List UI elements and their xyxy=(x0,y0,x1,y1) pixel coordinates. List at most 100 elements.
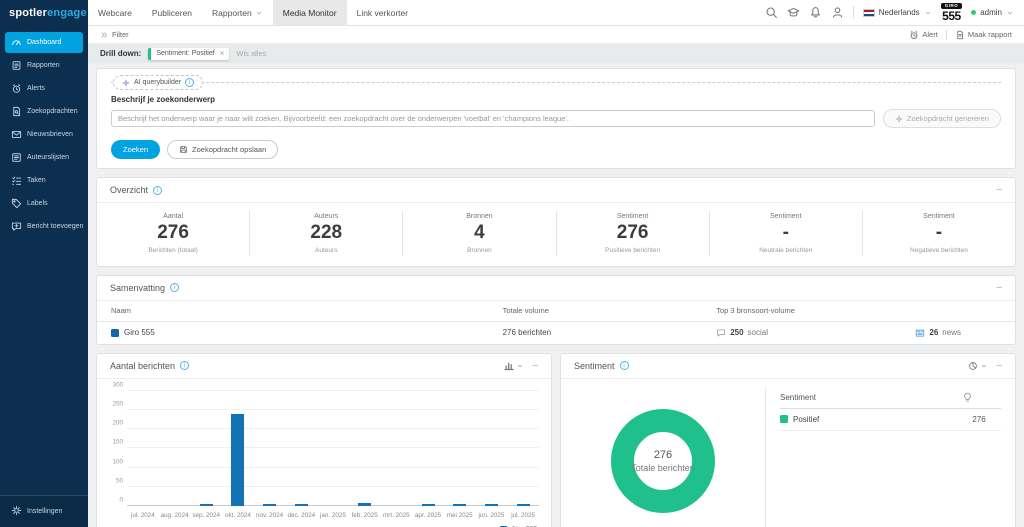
msg-plus-icon xyxy=(11,221,22,232)
bar-jun-2025[interactable] xyxy=(484,503,498,506)
nav-item-webcare[interactable]: Webcare xyxy=(88,0,142,25)
bar-chart: 0 50 100 150 200 250 300 jul. 2024 aug. 2024 sep… xyxy=(105,381,541,527)
ai-querybuilder-toggle[interactable]: AI querybuilder i xyxy=(113,75,204,90)
info-icon[interactable]: i xyxy=(619,361,629,371)
sidebar-item-taken[interactable]: Taken xyxy=(5,170,83,191)
sidebar-item-label: Rapporten xyxy=(27,62,60,69)
search-topic-input[interactable] xyxy=(111,110,875,127)
generate-query-button[interactable]: Zoekopdracht genereren xyxy=(882,109,1001,128)
nav-item-rapporten[interactable]: Rapporten xyxy=(202,0,273,25)
sentiment-body: 276 Totale berichten Sentiment Positief 2… xyxy=(561,379,1015,527)
bar-slot xyxy=(127,391,159,506)
legend-swatch xyxy=(499,525,507,527)
stat-positieve-berichten: Sentiment 276 Positieve berichten xyxy=(557,211,710,256)
filter-actions: Alert Maak rapport xyxy=(909,29,1012,40)
overview-header: Overzicht i – xyxy=(97,178,1015,203)
info-icon[interactable]: i xyxy=(180,361,190,371)
nav-item-media-monitor[interactable]: Media Monitor xyxy=(272,0,347,25)
sidebar-item-dashboard[interactable]: Dashboard xyxy=(5,32,83,53)
sidebar-item-auteurslijsten[interactable]: Auteurslijsten xyxy=(5,147,83,168)
bar-dec-2024[interactable] xyxy=(294,503,308,506)
bar-sep-2024[interactable] xyxy=(199,503,213,506)
tag-color-bar xyxy=(148,47,152,60)
remove-tag-icon[interactable]: × xyxy=(219,49,225,58)
giro-bottom-text: 555 xyxy=(942,9,961,24)
sidebar-item-labels[interactable]: Labels xyxy=(5,193,83,214)
bar-slot xyxy=(222,391,254,506)
row-volume: 276 berichten xyxy=(502,328,552,338)
user-menu[interactable]: admin xyxy=(971,8,1014,17)
clear-all-button[interactable]: Wis alles xyxy=(236,49,267,58)
report-icon xyxy=(11,60,22,71)
alert-button[interactable]: Alert xyxy=(909,30,938,40)
bar-slot xyxy=(190,391,222,506)
save-query-button[interactable]: Zoekopdracht opslaan xyxy=(167,140,279,159)
tasks-icon xyxy=(11,175,22,186)
bar-apr-2025[interactable] xyxy=(421,503,435,506)
gridline: 300 xyxy=(112,381,539,391)
bar-okt-2024[interactable] xyxy=(231,413,245,506)
row-sources: 250 social 26 news xyxy=(716,328,1001,338)
nav-item-publiceren[interactable]: Publiceren xyxy=(142,0,202,25)
collapse-button[interactable]: – xyxy=(996,281,1002,293)
nav-item-link-verkorter[interactable]: Link verkorter xyxy=(347,0,419,25)
bulb-icon[interactable] xyxy=(962,392,973,403)
y-axis-tick: 0 xyxy=(119,496,123,504)
sidebar-item-instellingen[interactable]: Instellingen xyxy=(5,500,83,523)
sidebar-item-zoekopdrachten[interactable]: Zoekopdrachten xyxy=(5,101,83,122)
top-navigation: Webcare Publiceren Rapporten Media Monitor L… xyxy=(88,0,1024,26)
stat-value: - xyxy=(935,222,943,243)
search-button[interactable]: Zoeken xyxy=(111,140,161,159)
info-icon[interactable]: i xyxy=(170,283,180,293)
collapse-button[interactable]: – xyxy=(996,184,1002,195)
summary-table-row[interactable]: Giro 555 276 berichten 250 social 26 news xyxy=(97,322,1015,344)
collapse-button[interactable]: – xyxy=(996,359,1002,371)
envelope-icon xyxy=(11,129,22,140)
bar-mei-2025[interactable] xyxy=(453,503,467,506)
bar-feb-2025[interactable] xyxy=(358,502,372,506)
chart-type-selector[interactable] xyxy=(968,361,988,371)
academy-icon[interactable] xyxy=(787,6,800,19)
stat-neutrale-berichten: Sentiment - Neutrale berichten xyxy=(710,211,863,256)
collapse-button[interactable]: – xyxy=(532,359,538,371)
stat-bottom: Negatieve berichten xyxy=(910,246,968,254)
nav-item-label: Webcare xyxy=(98,7,132,18)
drill-down-tag[interactable]: Sentiment: Positief × xyxy=(148,47,230,60)
sidebar-item-rapporten[interactable]: Rapporten xyxy=(5,55,83,76)
y-axis-tick: 150 xyxy=(112,438,123,446)
gridline: 100 xyxy=(112,458,539,468)
sidebar-item-nieuwsbrieven[interactable]: Nieuwsbrieven xyxy=(5,124,83,145)
chart-type-selector[interactable] xyxy=(504,361,524,371)
legend-label: Giro 555 xyxy=(511,526,537,527)
stat-auteurs: Auteurs 228 Auteurs xyxy=(250,211,404,256)
bar-jul-2025[interactable] xyxy=(516,503,530,506)
info-icon[interactable]: i xyxy=(185,78,195,87)
sidebar-item-bericht-toevoegen[interactable]: Bericht toevoegen xyxy=(5,216,83,237)
sidebar-item-label: Zoekopdrachten xyxy=(27,108,78,115)
main-area: Filter Alert Maak rapport Drill down: Se… xyxy=(88,26,1024,527)
chart-legend[interactable]: Giro 555 xyxy=(499,525,537,527)
sentiment-row-positief[interactable]: Positief 276 xyxy=(780,409,1001,431)
search-icon[interactable] xyxy=(765,6,778,19)
info-icon[interactable]: i xyxy=(153,185,163,195)
nav-item-label: Link verkorter xyxy=(356,7,409,18)
sentiment-donut-chart[interactable]: 276 Totale berichten xyxy=(611,408,715,513)
y-axis-tick: 300 xyxy=(112,381,123,389)
divider xyxy=(945,29,947,40)
filter-label: Filter xyxy=(112,30,129,39)
sidebar-item-label: Auteurslijsten xyxy=(27,154,70,161)
bar-nov-2024[interactable] xyxy=(263,503,277,506)
sidebar-item-alerts[interactable]: Alerts xyxy=(5,78,83,99)
nav-item-label: Rapporten xyxy=(212,7,252,18)
source-volume-social: 250 social xyxy=(716,328,768,338)
newspaper-icon xyxy=(915,328,925,338)
support-icon[interactable] xyxy=(831,6,844,19)
alert-label: Alert xyxy=(922,30,938,39)
filter-toggle[interactable]: Filter xyxy=(100,30,129,39)
create-report-button[interactable]: Maak rapport xyxy=(955,30,1012,40)
notifications-icon[interactable] xyxy=(809,6,822,19)
sparkle-icon xyxy=(122,79,130,87)
bar-chart-header: Aantal berichten i – xyxy=(97,354,551,379)
sidebar-footer: Instellingen xyxy=(0,495,88,527)
language-selector[interactable]: Nederlands xyxy=(862,8,932,17)
